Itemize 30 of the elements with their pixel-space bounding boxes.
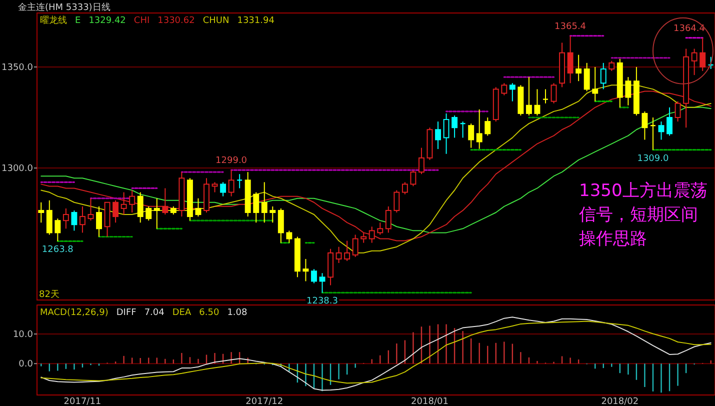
x-tick-label: 2017/11: [64, 397, 102, 406]
annotation: 1364.4: [674, 24, 706, 34]
annotation: 1365.4: [554, 22, 586, 32]
legend-title: MACD(12,26,9): [40, 308, 108, 318]
annotation: 1238.3: [306, 296, 338, 307]
text: DEA: [172, 308, 192, 318]
annotation: 7.04: [144, 308, 165, 318]
annotation: 1331.94: [237, 16, 275, 26]
text: CHUN: [202, 16, 230, 26]
annotation: 82天: [39, 289, 60, 300]
x-tick-label: 2018/02: [601, 397, 639, 406]
text: CHI: [134, 16, 150, 26]
x-tick-label: 2017/12: [246, 397, 284, 406]
annotation: 1.08: [227, 308, 248, 318]
annotation: 1263.8: [42, 245, 74, 256]
text: E: [75, 16, 81, 26]
annotation: 1299.0: [216, 156, 248, 166]
annotation: 1350上方出震荡信号，短期区间操作思路: [579, 181, 708, 249]
annotation: 6.50: [199, 308, 220, 318]
y-tick-label: 10.0: [12, 330, 34, 340]
y-tick-label: 1350.0: [2, 62, 34, 73]
legend-title: 曜龙线: [40, 15, 67, 26]
y-tick-label: 0.0: [18, 360, 34, 370]
annotation: 1330.62: [158, 16, 195, 26]
annotation: 1329.42: [88, 16, 126, 26]
x-tick-label: 2018/01: [411, 397, 448, 406]
chart-title: 金主连(HM 5333)日线: [18, 2, 110, 13]
annotation: 1309.0: [637, 154, 670, 164]
y-tick-label: 1300.0: [2, 164, 34, 174]
text: DIFF: [116, 308, 136, 318]
